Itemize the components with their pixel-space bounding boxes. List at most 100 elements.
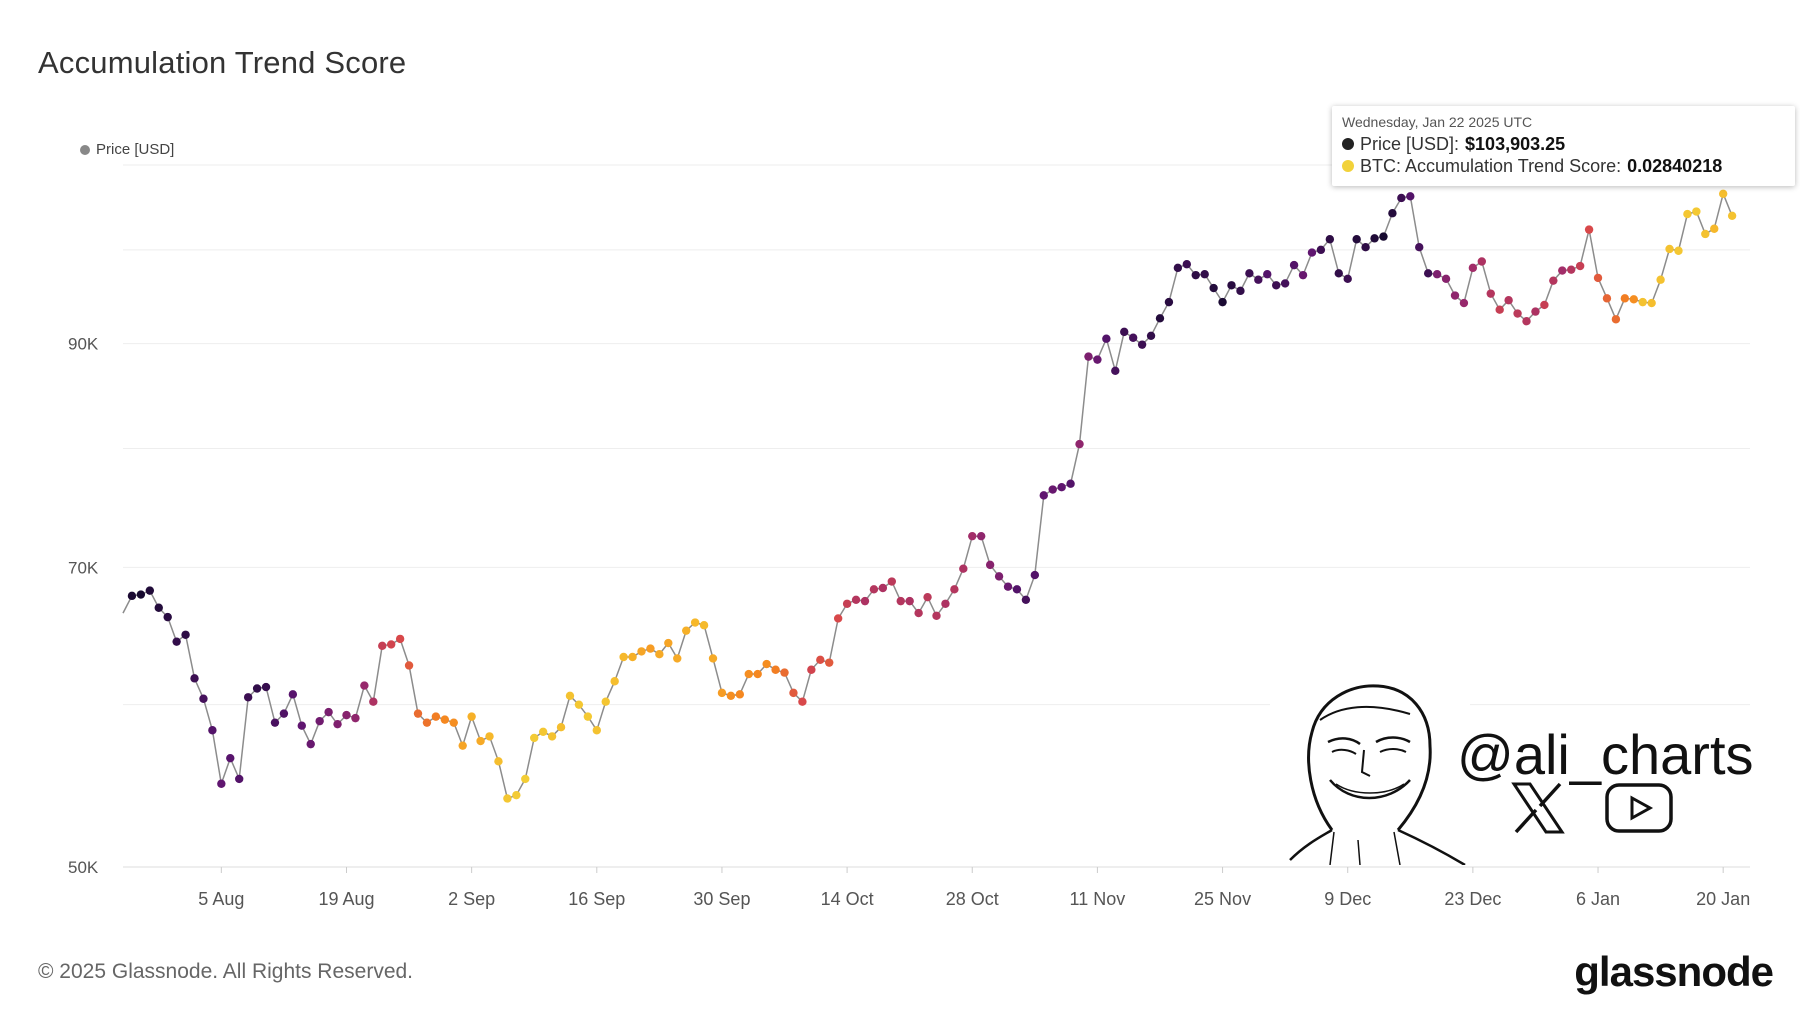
data-point xyxy=(664,638,673,648)
data-point xyxy=(1218,297,1227,307)
data-point xyxy=(1620,294,1630,303)
data-point xyxy=(1021,595,1031,605)
data-point xyxy=(1370,234,1379,243)
data-point xyxy=(1111,366,1120,375)
copyright-footer: © 2025 Glassnode. All Rights Reserved. xyxy=(38,960,414,983)
data-point xyxy=(994,572,1004,581)
data-point xyxy=(1656,275,1665,284)
y-tick-label: 70K xyxy=(68,558,99,577)
y-tick-label: 50K xyxy=(68,858,99,877)
data-point xyxy=(690,618,700,627)
x-logo-icon xyxy=(1511,782,1565,834)
data-point xyxy=(1504,296,1513,305)
data-point xyxy=(1245,269,1254,278)
price-bullet-icon xyxy=(1342,138,1354,150)
data-point xyxy=(163,612,172,622)
data-point xyxy=(762,659,771,669)
data-point xyxy=(1531,307,1540,316)
x-tick-label: 19 Aug xyxy=(318,889,374,909)
data-point xyxy=(753,669,762,679)
data-point xyxy=(798,697,807,706)
data-point xyxy=(485,732,494,741)
data-point xyxy=(386,640,396,649)
y-tick-label: 90K xyxy=(68,335,99,354)
data-point xyxy=(914,608,923,618)
data-point xyxy=(780,668,789,677)
data-point xyxy=(1012,585,1022,594)
data-point xyxy=(199,694,208,703)
data-point xyxy=(959,564,968,573)
data-point xyxy=(1003,582,1013,591)
data-point xyxy=(646,644,655,653)
data-point xyxy=(1683,209,1692,219)
data-point xyxy=(1647,298,1656,308)
data-point xyxy=(699,621,709,630)
data-point xyxy=(226,753,235,763)
data-point xyxy=(521,774,530,784)
data-point xyxy=(565,691,575,701)
data-point xyxy=(923,592,932,602)
data-point xyxy=(1406,192,1415,201)
data-point xyxy=(1048,485,1057,494)
data-point xyxy=(1200,270,1209,279)
data-point xyxy=(789,688,798,698)
data-point xyxy=(136,590,146,599)
data-point xyxy=(1155,314,1165,323)
x-tick-label: 20 Jan xyxy=(1696,889,1750,909)
data-point xyxy=(413,709,423,718)
data-point xyxy=(1567,265,1576,274)
data-point xyxy=(547,732,557,741)
data-point xyxy=(1093,355,1102,364)
data-point xyxy=(950,585,959,594)
tooltip-price-value: $103,903.25 xyxy=(1465,134,1566,154)
data-point xyxy=(1701,229,1710,239)
data-point xyxy=(369,697,378,706)
score-points xyxy=(127,189,1737,803)
legend[interactable]: Price [USD] xyxy=(80,141,174,158)
x-tick-label: 16 Sep xyxy=(568,889,625,909)
x-tick-label: 25 Nov xyxy=(1194,889,1251,909)
data-point xyxy=(1030,570,1040,580)
data-point xyxy=(673,654,682,663)
data-point xyxy=(1477,257,1487,266)
x-tick-label: 30 Sep xyxy=(693,889,750,909)
data-point xyxy=(681,626,691,635)
data-point xyxy=(556,723,566,732)
data-point xyxy=(1584,225,1594,234)
data-point xyxy=(637,647,646,656)
data-point xyxy=(717,688,727,698)
data-point xyxy=(512,790,521,800)
data-point xyxy=(467,712,476,721)
legend-label: Price [USD] xyxy=(96,141,175,158)
data-point xyxy=(1236,286,1245,296)
x-tick-label: 5 Aug xyxy=(198,889,244,909)
data-point xyxy=(1128,333,1138,342)
data-point xyxy=(181,630,190,639)
data-point xyxy=(333,719,342,729)
tooltip: Wednesday, Jan 22 2025 UTC Price [USD]: … xyxy=(1332,106,1795,186)
data-point xyxy=(860,596,870,606)
x-tick-label: 23 Dec xyxy=(1444,889,1501,909)
data-point xyxy=(351,713,360,723)
data-point xyxy=(1495,305,1504,314)
data-point xyxy=(1039,491,1048,500)
data-point xyxy=(1173,263,1183,273)
data-point xyxy=(270,718,280,727)
data-point xyxy=(1334,269,1343,278)
data-point xyxy=(744,669,753,679)
data-point xyxy=(1298,270,1308,280)
data-point xyxy=(1120,327,1129,337)
data-point xyxy=(1549,276,1558,285)
data-point xyxy=(1468,263,1478,273)
data-point xyxy=(1665,244,1674,254)
data-point xyxy=(1575,261,1585,271)
data-point xyxy=(503,794,512,803)
data-point xyxy=(127,591,137,601)
data-point xyxy=(1450,291,1460,300)
data-point xyxy=(1692,207,1701,216)
x-tick-label: 9 Dec xyxy=(1324,889,1371,909)
data-point xyxy=(1057,483,1066,492)
data-point xyxy=(1522,316,1531,326)
data-point xyxy=(1540,300,1549,310)
